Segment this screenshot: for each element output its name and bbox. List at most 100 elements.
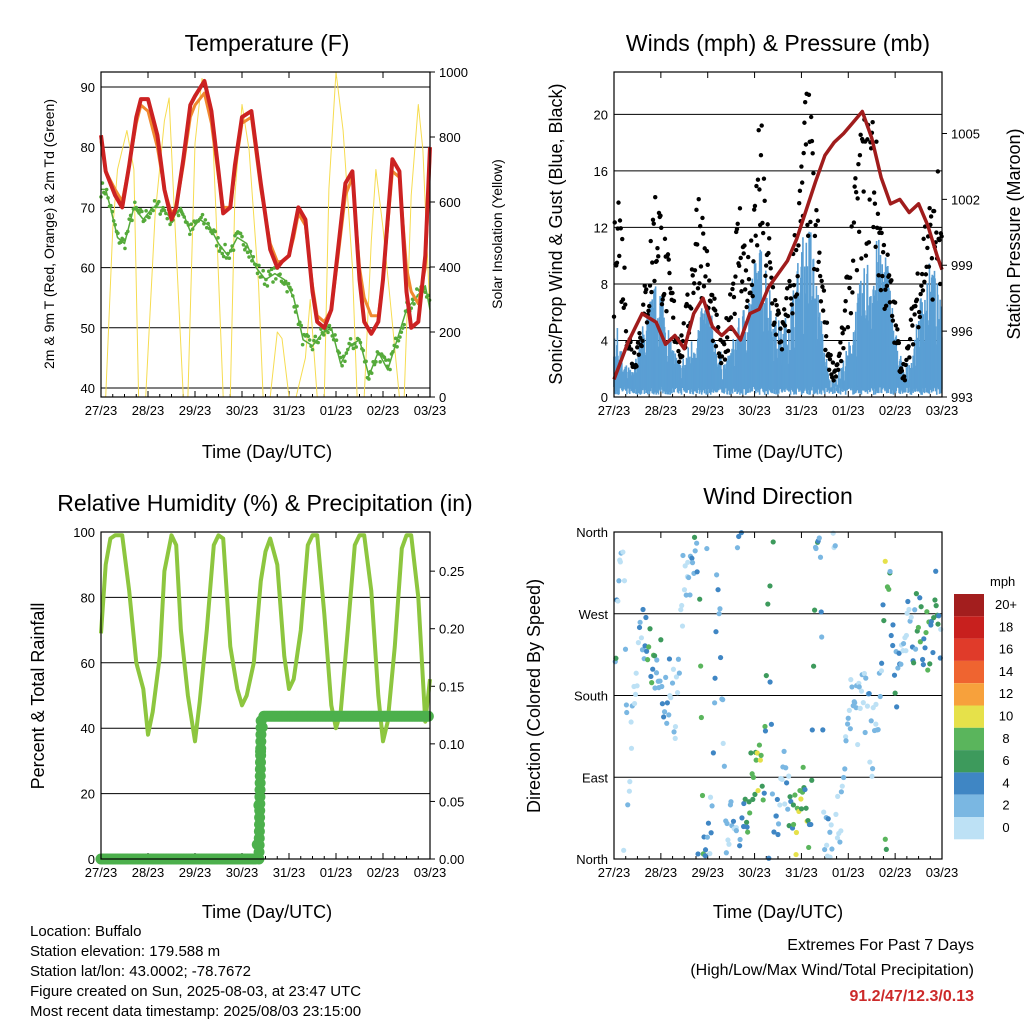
wind-direction-point <box>702 847 709 853</box>
dewpoint-point <box>241 243 246 247</box>
x-tick-label: 31/23 <box>785 403 818 418</box>
wind-direction-point <box>661 709 668 715</box>
dewpoint-point <box>257 263 261 268</box>
wind-gust-point <box>641 302 646 307</box>
wind-direction-point <box>707 851 713 857</box>
wind-gust-point <box>828 352 833 358</box>
wind-gust-point <box>667 270 672 276</box>
dewpoint-point <box>415 287 419 291</box>
wind-direction-point <box>827 829 833 835</box>
dewpoint-point <box>310 347 315 352</box>
wind-gust-point <box>708 299 713 304</box>
wind-gust-point <box>640 338 645 344</box>
wind-direction-point <box>918 604 924 610</box>
wind-direction-panel: Wind Direction Direction (Colored By Spe… <box>524 483 1017 922</box>
station-pressure-line <box>612 109 944 381</box>
wind-direction-point <box>903 648 909 654</box>
wind-direction-point <box>694 569 700 575</box>
wind-direction-point <box>833 811 839 817</box>
wind-gust-point <box>719 360 724 366</box>
wind-gust-point <box>791 282 797 288</box>
wind-gust-point <box>772 297 778 303</box>
wind-gust-point <box>821 288 827 293</box>
wind-direction-point <box>932 597 938 603</box>
dewpoint-point <box>364 359 368 364</box>
wind-gust-point <box>795 274 800 279</box>
wind-gust-point <box>644 320 650 325</box>
dewpoint-point <box>204 225 209 230</box>
x-tick-label: 03/23 <box>926 865 959 880</box>
dewpoint-point <box>403 309 408 313</box>
x-tick-label: 28/23 <box>132 403 165 418</box>
wind-gust-point <box>654 258 659 264</box>
y-right-tick-label: 0 <box>439 390 446 405</box>
wind-direction-point <box>809 727 815 733</box>
dewpoint-point <box>109 203 113 208</box>
wind-direction-point <box>680 552 686 559</box>
wind-direction-point <box>704 834 710 840</box>
dewpoint-point <box>130 218 134 223</box>
wind-gust-point <box>880 249 886 255</box>
wind-direction-point <box>923 629 929 636</box>
wind-gust-point <box>871 224 876 230</box>
wind-direction-point <box>880 602 886 608</box>
wind-gust-point <box>840 331 845 336</box>
wind-gust-point <box>806 92 812 97</box>
x-tick-label: 03/23 <box>414 403 447 418</box>
wind-gust-point <box>635 340 641 345</box>
dewpoint-point <box>210 231 215 236</box>
dewpoint-point <box>367 377 371 381</box>
dewpoint-point <box>125 229 130 234</box>
dewpoint-point <box>152 199 157 203</box>
wind-gust-point <box>731 281 736 286</box>
wind-gust-point <box>757 187 762 192</box>
dewpoint-point <box>144 208 148 213</box>
dewpoint-point <box>372 362 377 367</box>
dewpoint-point <box>113 222 117 227</box>
dewpoint-point <box>264 277 268 282</box>
wind-gust-point <box>744 304 749 310</box>
dewpoint-point <box>286 281 291 286</box>
wind-gust-point <box>646 308 651 313</box>
wind-gust-point <box>731 294 737 300</box>
y-tick-label: 70 <box>81 200 95 215</box>
wind-gust-point <box>796 243 801 248</box>
wind-gust-point <box>816 259 821 265</box>
y-right-tick-label: 1005 <box>951 126 980 141</box>
wind-direction-point <box>678 607 684 613</box>
dewpoint-point <box>321 333 326 337</box>
x-tick-label: 29/23 <box>179 865 212 880</box>
wind-gust-point <box>853 176 858 181</box>
wind-gust-point <box>810 151 815 156</box>
wind-direction-point <box>848 677 854 683</box>
wind-direction-point <box>744 819 750 825</box>
wind-direction-point <box>717 606 723 612</box>
wind-direction-point <box>857 705 863 711</box>
wind-gust-point <box>878 287 884 293</box>
wind-gust-point <box>666 257 671 262</box>
wind-direction-point <box>752 791 758 797</box>
wind-direction-point <box>903 632 910 639</box>
wind-gust-point <box>917 314 923 320</box>
colorbar-title: mph <box>990 574 1015 589</box>
dewpoint-point <box>103 191 108 196</box>
dewpoint-point <box>118 240 123 245</box>
wind-gust-point <box>931 208 937 214</box>
x-tick-label: 31/23 <box>273 403 306 418</box>
wind-direction-point <box>702 853 708 859</box>
wind-gust-point <box>722 341 727 347</box>
wind-direction-point <box>707 794 714 800</box>
wind-gust-point <box>658 213 663 218</box>
wind-gust-point <box>937 281 943 287</box>
wind-gust-point <box>873 244 878 250</box>
wind-gust-point <box>647 303 652 309</box>
wind-direction-point <box>892 690 898 696</box>
y-tick-label: East <box>582 770 608 785</box>
wind-direction-point <box>863 675 869 681</box>
wind-gust-point <box>903 362 908 368</box>
wind-gust-point <box>811 170 816 176</box>
wind-direction-point <box>627 779 633 785</box>
wind-direction-point <box>625 802 631 808</box>
wind-gust-point <box>823 334 829 339</box>
wind-direction-point <box>856 684 862 690</box>
